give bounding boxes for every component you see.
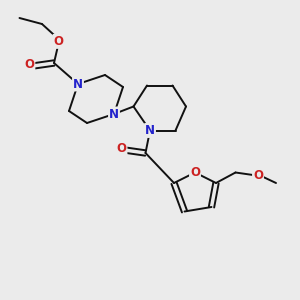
Text: O: O	[116, 142, 127, 155]
Text: N: N	[109, 107, 119, 121]
Text: N: N	[73, 77, 83, 91]
Text: O: O	[24, 58, 34, 71]
Text: O: O	[53, 35, 64, 48]
Text: N: N	[145, 124, 155, 137]
Text: O: O	[253, 169, 263, 182]
Text: O: O	[190, 166, 200, 179]
